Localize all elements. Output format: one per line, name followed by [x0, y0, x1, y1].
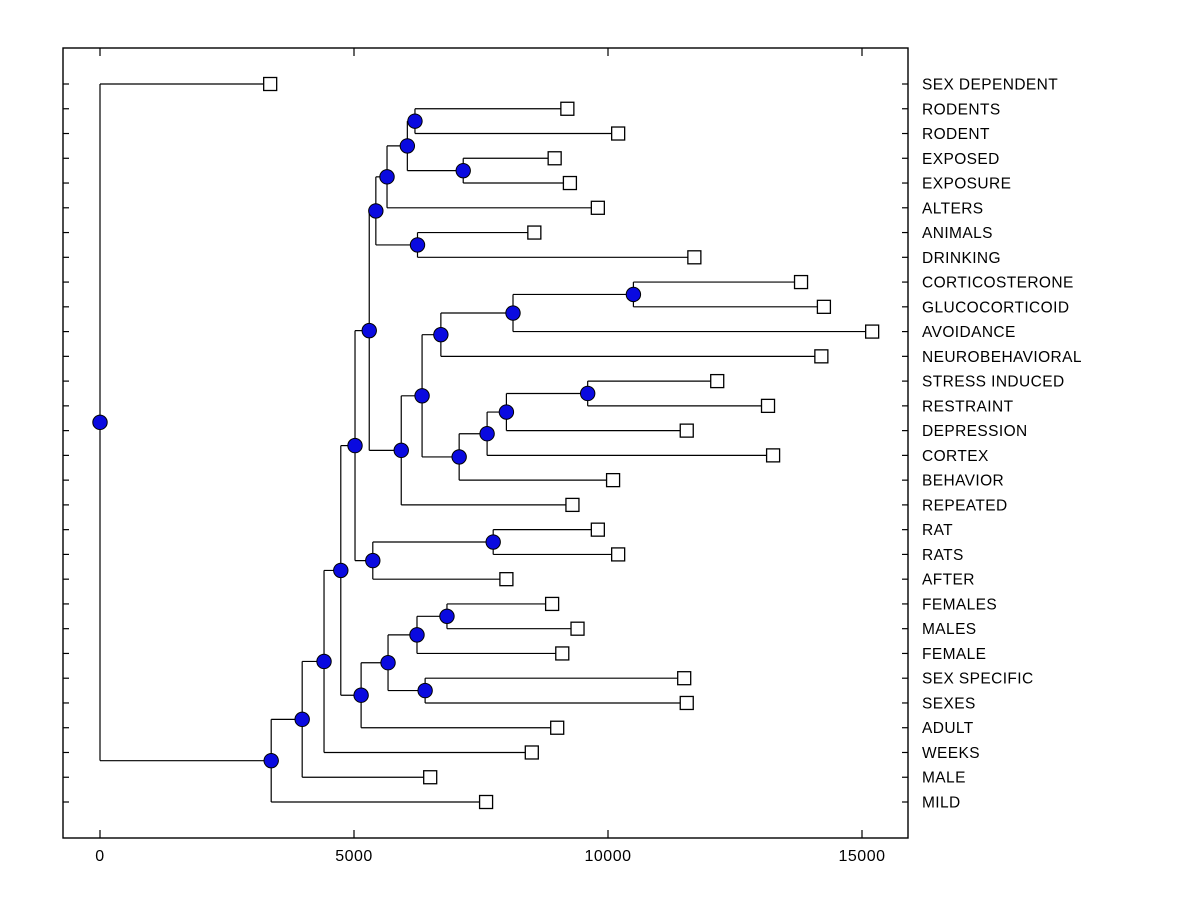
internal-node-marker: [407, 113, 423, 129]
leaf-label: EXPOSED: [922, 151, 1000, 168]
root-node-marker: [92, 414, 108, 431]
internal-node-marker: [353, 687, 369, 703]
internal-node-marker: [455, 162, 471, 179]
leaf-marker: [760, 398, 776, 414]
leaf-marker: [590, 200, 605, 215]
leaf-label: REPEATED: [922, 497, 1008, 514]
leaf-label: RODENTS: [922, 101, 1001, 118]
internal-node-marker: [347, 437, 363, 454]
leaf-marker: [865, 324, 880, 339]
leaf-label: DRINKING: [922, 250, 1001, 267]
internal-node-marker: [625, 286, 642, 303]
leaf-label: AFTER: [922, 572, 975, 589]
internal-node-marker: [498, 404, 515, 420]
leaf-marker: [562, 175, 578, 191]
leaf-label: ADULT: [922, 720, 974, 737]
leaf-label: AVOIDANCE: [922, 324, 1016, 341]
leaf-label: EXPOSURE: [922, 176, 1011, 193]
internal-node-marker: [409, 627, 425, 643]
internal-node-marker: [414, 388, 430, 404]
leaf-marker: [478, 794, 494, 810]
leaf-label: ANIMALS: [922, 225, 993, 242]
leaf-label: MALE: [922, 770, 966, 787]
leaf-marker: [550, 720, 565, 735]
x-tick-label: 0: [95, 848, 104, 865]
leaf-marker: [555, 646, 570, 661]
internal-node-marker: [368, 203, 384, 219]
leaf-label: ALTERS: [922, 200, 984, 217]
internal-node-marker: [361, 322, 377, 339]
leaf-marker: [263, 76, 278, 92]
internal-node-marker: [263, 752, 279, 769]
internal-node-marker: [393, 442, 409, 459]
leaf-marker: [499, 572, 514, 587]
leaf-label: BEHAVIOR: [922, 473, 1004, 490]
leaf-label: DEPRESSION: [922, 423, 1028, 440]
internal-node-marker: [294, 711, 310, 728]
x-tick-label: 5000: [335, 848, 373, 865]
internal-node-marker: [409, 237, 426, 253]
leaf-marker: [793, 274, 809, 290]
internal-node-marker: [485, 534, 501, 550]
leaf-label: STRESS INDUCED: [922, 374, 1065, 391]
leaf-label: RATS: [922, 547, 964, 564]
internal-node-marker: [451, 449, 467, 465]
leaf-label: FEMALE: [922, 646, 986, 663]
internal-node-marker: [479, 426, 495, 442]
leaf-marker: [611, 126, 626, 141]
leaf-label: NEUROBEHAVIORAL: [922, 349, 1082, 366]
leaf-marker: [524, 745, 539, 760]
internal-node-marker: [579, 385, 596, 402]
leaf-marker: [560, 101, 575, 116]
leaf-marker: [687, 250, 702, 265]
internal-node-marker: [433, 326, 449, 343]
leaf-label: SEX DEPENDENT: [922, 77, 1058, 94]
internal-node-marker: [439, 608, 455, 625]
internal-node-marker: [417, 682, 433, 699]
x-tick-label: 10000: [585, 848, 632, 865]
leaf-marker: [814, 349, 829, 364]
leaf-label: FEMALES: [922, 596, 997, 613]
leaf-label: MALES: [922, 621, 977, 638]
leaf-marker: [710, 373, 725, 389]
leaf-marker: [544, 596, 560, 612]
leaf-label: GLUCOCORTICOID: [922, 299, 1069, 316]
leaf-marker: [590, 522, 605, 537]
internal-node-marker: [380, 655, 396, 671]
leaf-label: RESTRAINT: [922, 398, 1014, 415]
leaf-label: WEEKS: [922, 745, 980, 762]
leaf-marker: [677, 671, 692, 686]
leaf-marker: [679, 423, 694, 438]
leaf-label: MILD: [922, 795, 961, 812]
x-tick-label: 15000: [839, 848, 886, 865]
leaf-marker: [679, 695, 694, 711]
leaf-marker: [765, 448, 781, 463]
leaf-marker: [547, 151, 562, 166]
leaf-label: CORTICOSTERONE: [922, 275, 1074, 292]
leaf-marker: [570, 621, 585, 636]
leaf-label: SEXES: [922, 695, 976, 712]
internal-node-marker: [333, 562, 349, 579]
internal-node-marker: [505, 305, 521, 321]
leaf-label: CORTEX: [922, 448, 989, 465]
leaf-marker: [611, 547, 626, 562]
leaf-marker: [527, 225, 542, 240]
leaf-marker: [816, 299, 832, 314]
leaf-marker: [605, 472, 621, 488]
plot-border: [62, 47, 909, 839]
internal-node-marker: [365, 552, 381, 569]
leaf-label: RODENT: [922, 126, 990, 143]
internal-node-marker: [379, 169, 395, 185]
internal-node-marker: [399, 138, 416, 154]
leaf-marker: [423, 770, 438, 785]
internal-node-marker: [316, 653, 332, 670]
leaf-marker: [565, 497, 580, 513]
leaf-label: RAT: [922, 522, 953, 539]
leaf-label: SEX SPECIFIC: [922, 671, 1034, 688]
